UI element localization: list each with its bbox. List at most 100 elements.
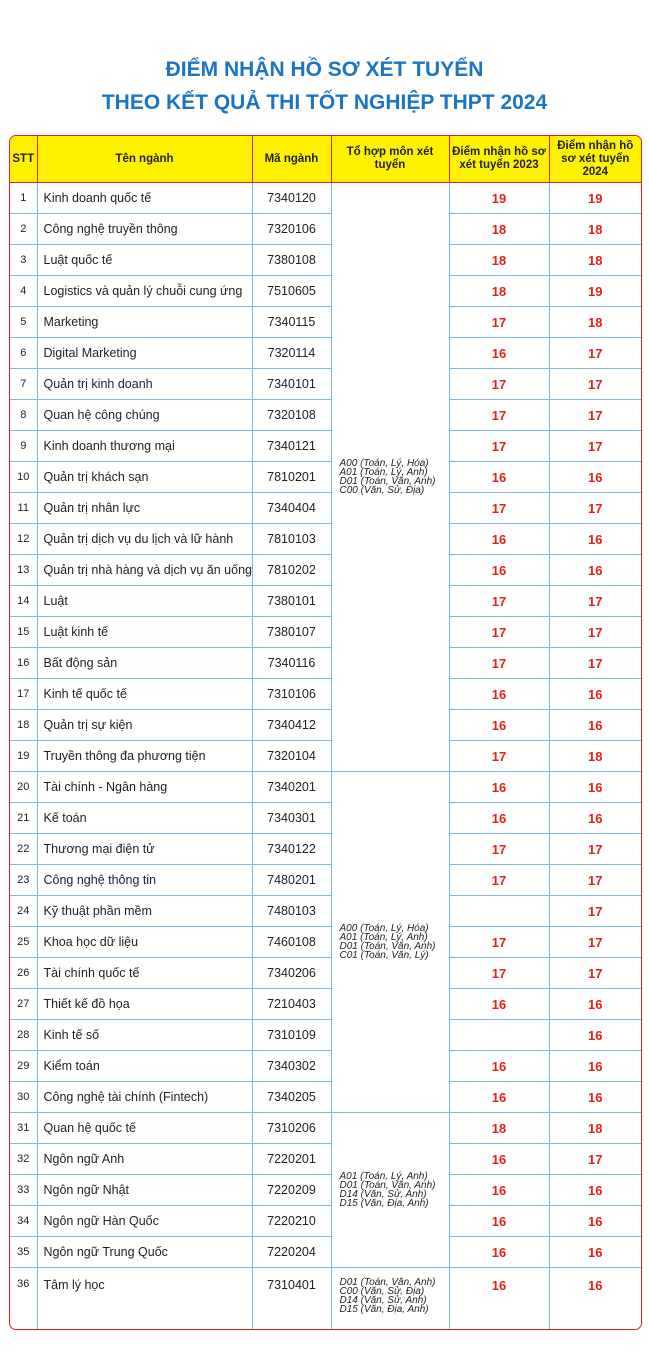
score-2024: 17 bbox=[548, 368, 641, 400]
score-2023: 17 bbox=[448, 864, 550, 896]
major-code: 7380101 bbox=[251, 585, 332, 617]
major-code: 7340302 bbox=[251, 1050, 332, 1082]
table-row: 4 Logistics và quản lý chuỗi cung ứng 7510… bbox=[10, 275, 641, 307]
major-name: Tài chính - Ngân hàng bbox=[36, 771, 253, 803]
table-row: 31 Quan hệ quốc tế 7310206 A01 (Toán, Lý, A… bbox=[10, 1112, 641, 1268]
score-2023 bbox=[448, 1019, 550, 1051]
score-2024: 17 bbox=[548, 926, 641, 958]
major-name: Quan hệ quốc tế bbox=[36, 1112, 253, 1144]
major-code: 7220204 bbox=[251, 1236, 332, 1268]
table-row: 32 Ngôn ngữ Anh 7220201 16 17 bbox=[10, 1143, 641, 1175]
score-2024: 18 bbox=[548, 306, 641, 338]
stt-cell: 33 bbox=[10, 1174, 38, 1206]
major-code: 7480103 bbox=[251, 895, 332, 927]
stt-cell: 8 bbox=[10, 399, 38, 431]
stt-cell: 13 bbox=[10, 554, 38, 586]
major-name: Luật bbox=[36, 585, 253, 617]
major-name: Digital Marketing bbox=[36, 337, 253, 369]
combo-cell: A00 (Toán, Lý, Hóa) A01 (Toán, Lý, Anh) D0… bbox=[330, 771, 450, 1113]
stt-cell: 20 bbox=[10, 771, 38, 803]
table-row: 26 Tài chính quốc tế 7340206 17 17 bbox=[10, 957, 641, 989]
table-row: 10 Quản trị khách sạn 7810201 16 16 bbox=[10, 461, 641, 493]
subject-combo: D01 (Toán, Văn, Anh) bbox=[339, 476, 436, 487]
score-2024: 17 bbox=[548, 399, 641, 431]
score-2024: 16 bbox=[548, 771, 641, 803]
subject-combo: A00 (Toán, Lý, Hóa) bbox=[339, 458, 429, 469]
score-2024: 17 bbox=[548, 616, 641, 648]
table-row: 7 Quản trị kinh doanh 7340101 17 17 bbox=[10, 368, 641, 400]
major-name: Quản trị khách sạn bbox=[36, 461, 253, 493]
major-code: 7340116 bbox=[251, 647, 332, 679]
score-2023: 18 bbox=[448, 1112, 550, 1144]
major-name: Luật kinh tế bbox=[36, 616, 253, 648]
major-code: 7220209 bbox=[251, 1174, 332, 1206]
major-name: Quan hệ công chúng bbox=[36, 399, 253, 431]
score-2024: 17 bbox=[548, 957, 641, 989]
major-name: Kiểm toán bbox=[36, 1050, 253, 1082]
score-2024: 17 bbox=[548, 864, 641, 896]
major-code: 7310206 bbox=[251, 1112, 332, 1144]
major-name: Ngôn ngữ Anh bbox=[36, 1143, 253, 1175]
score-2024: 16 bbox=[548, 988, 641, 1020]
combo-cell: D01 (Toán, Văn, Anh) C00 (Văn, Sử, Địa) D1… bbox=[330, 1267, 450, 1329]
score-2024: 18 bbox=[548, 1112, 641, 1144]
major-name: Quản trị dịch vụ du lịch và lữ hành bbox=[36, 523, 253, 555]
stt-cell: 5 bbox=[10, 306, 38, 338]
major-name: Bất động sản bbox=[36, 647, 253, 679]
column-header: Tên ngành bbox=[36, 136, 253, 183]
major-code: 7320106 bbox=[251, 213, 332, 245]
score-2023: 18 bbox=[448, 275, 550, 307]
stt-cell: 27 bbox=[10, 988, 38, 1020]
column-header: STT bbox=[10, 136, 38, 183]
major-name: Kinh doanh thương mại bbox=[36, 430, 253, 462]
score-2024: 18 bbox=[548, 213, 641, 245]
major-name: Kinh tế số bbox=[36, 1019, 253, 1051]
score-2023: 17 bbox=[448, 430, 550, 462]
major-name: Quản trị kinh doanh bbox=[36, 368, 253, 400]
score-2023: 19 bbox=[448, 182, 550, 214]
subject-combo: C00 (Văn, Sử, Địa) bbox=[339, 485, 425, 496]
score-2024: 16 bbox=[548, 1081, 641, 1113]
major-name: Thiết kế đồ họa bbox=[36, 988, 253, 1020]
stt-cell: 30 bbox=[10, 1081, 38, 1113]
subject-combo: A01 (Toán, Lý, Anh) bbox=[339, 932, 428, 943]
major-name: Ngôn ngữ Nhật bbox=[36, 1174, 253, 1206]
stt-cell: 11 bbox=[10, 492, 38, 524]
major-code: 7310401 bbox=[251, 1267, 332, 1329]
table-row: 29 Kiểm toán 7340302 16 16 bbox=[10, 1050, 641, 1082]
stt-cell: 2 bbox=[10, 213, 38, 245]
table-row: 36 Tâm lý học 7310401 D01 (Toán, Văn, Anh) C… bbox=[10, 1267, 641, 1329]
table-row: 3 Luật quốc tế 7380108 18 18 bbox=[10, 244, 641, 276]
stt-cell: 18 bbox=[10, 709, 38, 741]
major-code: 7340301 bbox=[251, 802, 332, 834]
score-2023: 16 bbox=[448, 554, 550, 586]
major-code: 7220201 bbox=[251, 1143, 332, 1175]
title-line: THEO KẾT QUẢ THI TỐT NGHIỆP THPT 2024 bbox=[101, 91, 548, 114]
column-header: Tổ hợp môn xét tuyển bbox=[330, 136, 450, 183]
major-code: 7220210 bbox=[251, 1205, 332, 1237]
major-code: 7340206 bbox=[251, 957, 332, 989]
score-2023: 17 bbox=[448, 492, 550, 524]
stt-cell: 12 bbox=[10, 523, 38, 555]
table-row: 22 Thương mại điện tử 7340122 17 17 bbox=[10, 833, 641, 865]
score-2023: 16 bbox=[448, 1081, 550, 1113]
major-name: Truyền thông đa phương tiện bbox=[36, 740, 253, 772]
table-row: 28 Kinh tế số 7310109 16 bbox=[10, 1019, 641, 1051]
major-name: Marketing bbox=[36, 306, 253, 338]
major-name: Khoa học dữ liệu bbox=[36, 926, 253, 958]
stt-cell: 24 bbox=[10, 895, 38, 927]
score-2023: 16 bbox=[448, 523, 550, 555]
major-name: Kinh doanh quốc tế bbox=[36, 182, 253, 214]
title-line: ĐIỂM NHẬN HỒ SƠ XÉT TUYỂN bbox=[165, 58, 484, 81]
subject-combo: D01 (Toán, Văn, Anh) bbox=[339, 1277, 436, 1288]
major-name: Tài chính quốc tế bbox=[36, 957, 253, 989]
score-2024: 16 bbox=[548, 678, 641, 710]
combo-cell: A00 (Toán, Lý, Hóa) A01 (Toán, Lý, Anh) D0… bbox=[330, 182, 450, 772]
score-2024: 17 bbox=[548, 1143, 641, 1175]
major-name: Kế toán bbox=[36, 802, 253, 834]
stt-cell: 31 bbox=[10, 1112, 38, 1144]
stt-cell: 29 bbox=[10, 1050, 38, 1082]
stt-cell: 7 bbox=[10, 368, 38, 400]
score-2023: 16 bbox=[448, 709, 550, 741]
